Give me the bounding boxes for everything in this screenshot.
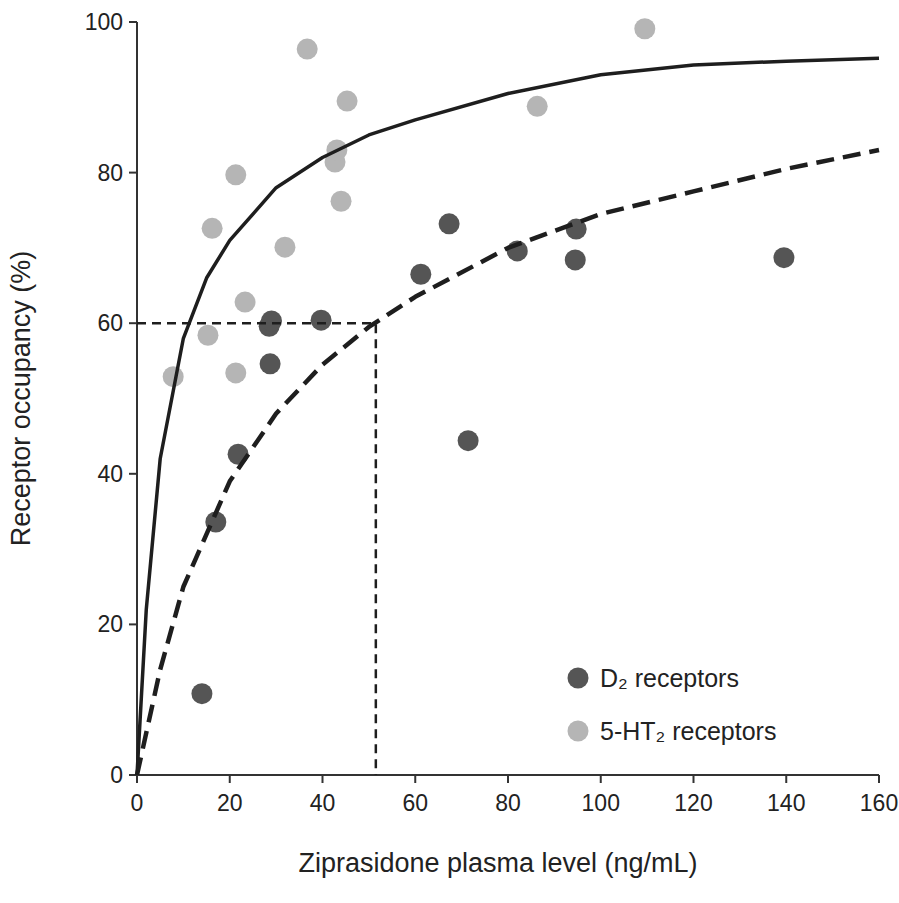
y-axis-line bbox=[136, 22, 138, 775]
y-tick-label: 60 bbox=[97, 310, 123, 336]
y-tick-label: 40 bbox=[97, 461, 123, 487]
x-tick bbox=[507, 775, 509, 783]
plot-area bbox=[137, 18, 879, 775]
x-tick bbox=[693, 775, 695, 783]
line bbox=[137, 323, 376, 775]
point bbox=[191, 683, 212, 704]
point bbox=[331, 191, 352, 212]
point bbox=[235, 292, 256, 313]
x-tick-label: 120 bbox=[674, 790, 712, 816]
x-tick-label: 80 bbox=[495, 790, 521, 816]
point bbox=[565, 249, 586, 270]
point bbox=[297, 39, 318, 60]
y-axis-label: Receptor occupancy (%) bbox=[6, 251, 36, 547]
point bbox=[274, 237, 295, 258]
point bbox=[202, 218, 223, 239]
x-tick-label: 60 bbox=[402, 790, 428, 816]
scatter-series bbox=[191, 213, 794, 704]
point bbox=[527, 96, 548, 117]
x-tick bbox=[600, 775, 602, 783]
point bbox=[773, 247, 794, 268]
point bbox=[225, 164, 246, 185]
line bbox=[137, 150, 879, 775]
legend-marker bbox=[568, 721, 589, 742]
y-tick-label: 20 bbox=[97, 611, 123, 637]
chart: 0 20 40 60 80 100 0 20 40 60 80 100 120 140 160 Ziprasi… bbox=[0, 0, 899, 903]
y-tick bbox=[129, 21, 137, 23]
legend-label: 5-HT₂ receptors bbox=[600, 717, 776, 745]
legend-label: D₂ receptors bbox=[600, 664, 739, 692]
point bbox=[337, 91, 358, 112]
y-tick-label: 100 bbox=[85, 9, 123, 35]
point bbox=[458, 430, 479, 451]
point bbox=[634, 18, 655, 39]
point bbox=[311, 310, 332, 331]
x-tick-label: 20 bbox=[217, 790, 243, 816]
x-tick-label: 160 bbox=[860, 790, 898, 816]
point bbox=[260, 353, 281, 374]
x-tick bbox=[229, 775, 231, 783]
scatter-series bbox=[163, 18, 656, 387]
point bbox=[197, 325, 218, 346]
x-tick bbox=[322, 775, 324, 783]
y-tick-label: 0 bbox=[110, 762, 123, 788]
y-tick bbox=[129, 322, 137, 324]
y-tick bbox=[129, 473, 137, 475]
legend: D₂ receptors 5-HT₂ receptors bbox=[568, 664, 777, 745]
point bbox=[410, 264, 431, 285]
y-tick-label: 80 bbox=[97, 160, 123, 186]
x-tick bbox=[414, 775, 416, 783]
x-tick bbox=[878, 775, 880, 783]
y-tick bbox=[129, 623, 137, 625]
x-tick bbox=[785, 775, 787, 783]
x-tick-label: 40 bbox=[310, 790, 336, 816]
point bbox=[439, 213, 460, 234]
point bbox=[225, 362, 246, 383]
x-tick-label: 140 bbox=[767, 790, 805, 816]
line bbox=[137, 58, 879, 775]
y-tick bbox=[129, 172, 137, 174]
x-tick bbox=[136, 775, 138, 783]
legend-marker bbox=[568, 668, 589, 689]
x-tick-label: 100 bbox=[582, 790, 620, 816]
x-tick-label: 0 bbox=[131, 790, 144, 816]
point bbox=[261, 310, 282, 331]
x-axis-label: Ziprasidone plasma level (ng/mL) bbox=[298, 848, 697, 878]
